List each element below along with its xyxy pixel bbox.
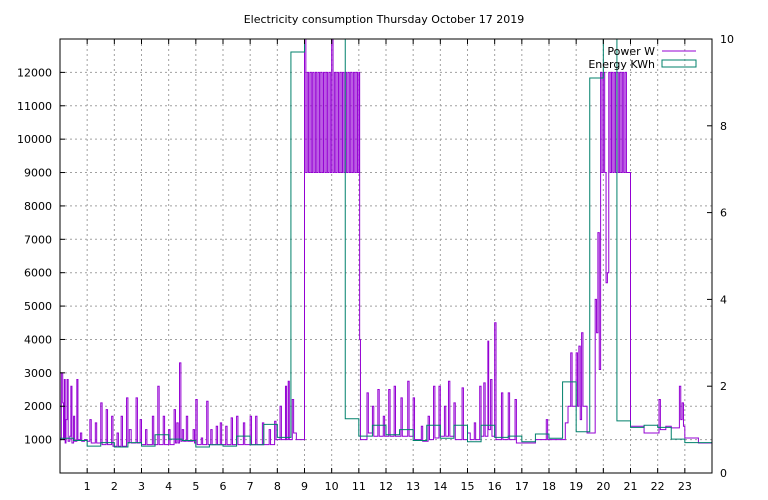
legend-label-power: Power W [607,45,655,58]
x-tick-label: 16 [488,480,502,493]
x-tick-label: 9 [301,480,308,493]
x-tick-label: 12 [379,480,393,493]
x-tick-label: 17 [515,480,529,493]
x-tick-label: 18 [542,480,556,493]
x-tick-label: 14 [433,480,447,493]
y2-tick-label: 10 [720,33,734,46]
y2-tick-label: 0 [720,467,727,480]
x-tick-label: 8 [274,480,281,493]
series-line-energy-kwh [60,39,712,448]
legend: Power W Energy KWh [588,45,697,71]
x-tick-label: 23 [678,480,692,493]
y-tick-label: 7000 [24,233,52,246]
x-tick-label: 21 [624,480,638,493]
x-tick-label: 19 [569,480,583,493]
x-tick-label: 1 [84,480,91,493]
axes: 1 2 3 4 5 6 7 8 9 10 11 12 13 14 15 16 17 18 19 20 21 22 23100… [17,33,734,493]
y-tick-label: 3000 [24,367,52,380]
y-tick-label: 4000 [24,333,52,346]
legend-label-energy: Energy KWh [588,58,655,71]
chart-title: Electricity consumption Thursday October… [244,13,525,26]
y-tick-label: 12000 [17,66,52,79]
series-line-power-w [60,39,712,447]
y2-tick-label: 6 [720,207,727,220]
y-tick-label: 9000 [24,167,52,180]
y-tick-label: 1000 [24,434,52,447]
y-tick-label: 5000 [24,300,52,313]
x-tick-label: 11 [352,480,366,493]
y2-tick-label: 8 [720,120,727,133]
series-layer [60,39,712,448]
x-tick-label: 10 [325,480,339,493]
x-tick-label: 13 [406,480,420,493]
x-tick-label: 22 [651,480,665,493]
x-tick-label: 5 [192,480,199,493]
x-tick-label: 15 [461,480,475,493]
x-tick-label: 6 [220,480,227,493]
x-tick-label: 2 [111,480,118,493]
y-tick-label: 6000 [24,267,52,280]
x-tick-label: 7 [247,480,254,493]
y2-tick-label: 4 [720,293,727,306]
x-tick-label: 4 [165,480,172,493]
legend-swatch-energy [661,59,697,68]
x-tick-label: 20 [596,480,610,493]
y-tick-label: 2000 [24,400,52,413]
y-tick-label: 11000 [17,100,52,113]
y-tick-label: 10000 [17,133,52,146]
y2-tick-label: 2 [720,380,727,393]
y-tick-label: 8000 [24,200,52,213]
x-tick-label: 3 [138,480,145,493]
series-clip-group [60,39,712,448]
